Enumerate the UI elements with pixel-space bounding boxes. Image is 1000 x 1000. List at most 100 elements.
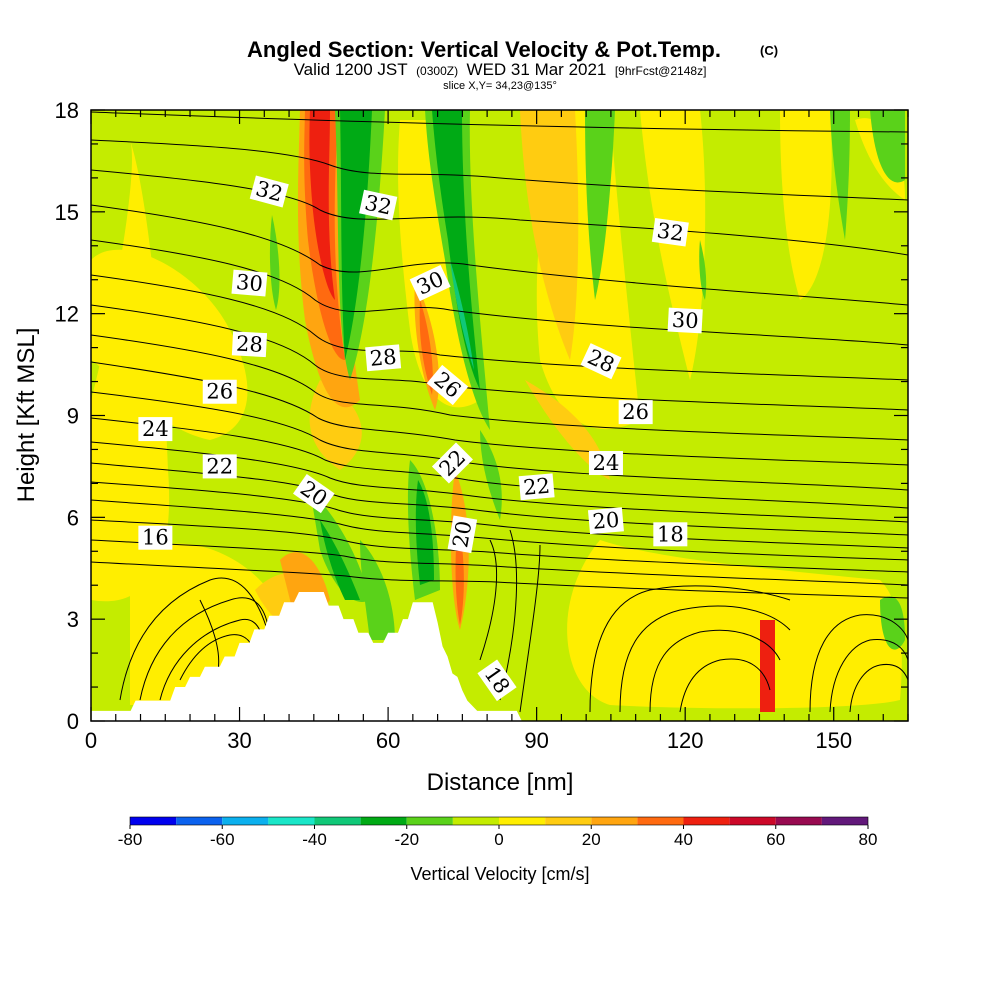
contour-label-background: [477, 659, 517, 702]
contour-label-background: [518, 473, 555, 501]
colorbar-tick-label: -20: [394, 830, 419, 849]
colorbar-tick-label: -40: [302, 830, 327, 849]
contour-label-text: 32: [363, 191, 394, 220]
colorbar-segment: [499, 817, 546, 825]
contour-label: 18: [653, 522, 688, 547]
y-tick-label: 15: [55, 200, 79, 225]
isentrope-line: [91, 561, 908, 599]
isentrope-line: [91, 441, 908, 523]
isentrope-line: [119, 577, 271, 701]
contour-label: 30: [409, 265, 451, 302]
isentrope-line: [139, 597, 271, 701]
isentrope-line: [619, 605, 791, 713]
colorbar-segment: [683, 817, 730, 825]
contour-label-background: [587, 507, 624, 535]
isentrope-line: [649, 629, 781, 713]
contour-label-text: 24: [142, 417, 169, 441]
utc-time: (0300Z): [416, 64, 458, 78]
x-tick-label: 150: [815, 728, 852, 753]
velocity-shading: [320, 520, 360, 600]
isentrope-line: [91, 519, 908, 573]
contour-label: 20: [587, 507, 624, 535]
velocity-shading: [480, 430, 502, 520]
colorbar-tick-label: 0: [494, 830, 503, 849]
colorbar-tick-label: -60: [210, 830, 235, 849]
contour-label-background: [409, 265, 451, 302]
isentrope-line: [91, 204, 908, 306]
slice-info: slice X,Y= 34,23@135°: [443, 80, 557, 92]
x-tick-label: 60: [376, 728, 400, 753]
contour-label-background: [359, 189, 398, 221]
contour-label-background: [249, 175, 289, 208]
colorbar-segment: [406, 817, 453, 825]
y-tick-label: 9: [67, 404, 79, 429]
contour-label: 16: [138, 525, 173, 550]
chart-title: Angled Section: Vertical Velocity & Pot.…: [247, 37, 721, 62]
isentrope-line: [91, 391, 908, 491]
contour-label: 22: [202, 454, 237, 479]
y-tick-label: 3: [67, 607, 79, 632]
forecast-info: [9hrFcst@2148z]: [615, 64, 707, 78]
contour-label: 24: [588, 451, 623, 476]
contour-label-background: [653, 522, 688, 547]
isentrope-line: [519, 544, 541, 713]
contour-label-background: [202, 379, 237, 404]
velocity-shading: [699, 240, 707, 300]
contour-label-text: 28: [369, 345, 398, 371]
isentrope-line: [91, 139, 908, 201]
contour-label-background: [588, 451, 623, 476]
velocity-shading: [309, 110, 335, 300]
contour-label-text: 22: [522, 474, 551, 500]
contour-label-background: [618, 400, 653, 425]
velocity-shading: [419, 300, 433, 395]
velocity-shading: [567, 540, 902, 709]
isentrope-line: [479, 539, 498, 661]
isentrope-line: [91, 462, 908, 536]
contour-label-background: [138, 417, 173, 442]
contour-label-background: [431, 442, 473, 484]
colorbar-segment: [130, 817, 177, 825]
potential-temperature-contours: [91, 111, 908, 713]
contour-label-background: [138, 525, 173, 550]
contour-label: 26: [202, 379, 237, 404]
contour-label-background: [667, 307, 703, 334]
contour-label: 28: [365, 344, 402, 372]
contour-label: 24: [138, 417, 173, 442]
isentrope-line: [589, 585, 791, 713]
colorbar-segment: [268, 817, 315, 825]
colorbar-segment: [314, 817, 361, 825]
colorbar-tick-label: 20: [582, 830, 601, 849]
contour-label-background: [202, 454, 237, 479]
contour-label-text: 24: [593, 451, 620, 475]
colorbar-segment: [637, 817, 684, 825]
contour-label-background: [447, 515, 478, 554]
velocity-shading: [415, 480, 434, 585]
copyright-mark: (C): [760, 43, 778, 58]
y-tick-label: 0: [67, 709, 79, 734]
contour-label: 22: [518, 473, 555, 501]
contour-label-background: [231, 331, 268, 358]
valid-date: WED 31 Mar 2021: [467, 60, 607, 79]
contour-label: 20: [447, 515, 478, 554]
contour-label-text: 30: [235, 270, 264, 296]
colorbar: -80 -60 -40 -20 0 20 40 60 80: [118, 816, 877, 849]
contour-label-text: 22: [206, 454, 233, 478]
velocity-shading: [269, 215, 280, 310]
isentrope-line: [91, 239, 908, 346]
contour-label-background: [426, 364, 469, 406]
velocity-shading: [525, 380, 610, 480]
isentrope-line: [91, 417, 908, 509]
contour-label-background: [580, 343, 622, 380]
valid-prefix: Valid 1200 JST: [294, 60, 408, 79]
velocity-shading: [310, 490, 370, 602]
contour-label-text: 18: [657, 522, 684, 546]
contour-label: 32: [249, 175, 289, 208]
colorbar-segment: [222, 817, 269, 825]
isentrope-line: [91, 304, 908, 411]
y-tick-label: 18: [55, 98, 79, 123]
colorbar-segment: [729, 817, 776, 825]
valid-time-line: Valid 1200 JST (0300Z) WED 31 Mar 2021 […: [294, 60, 707, 79]
isentrope-line: [91, 539, 908, 586]
